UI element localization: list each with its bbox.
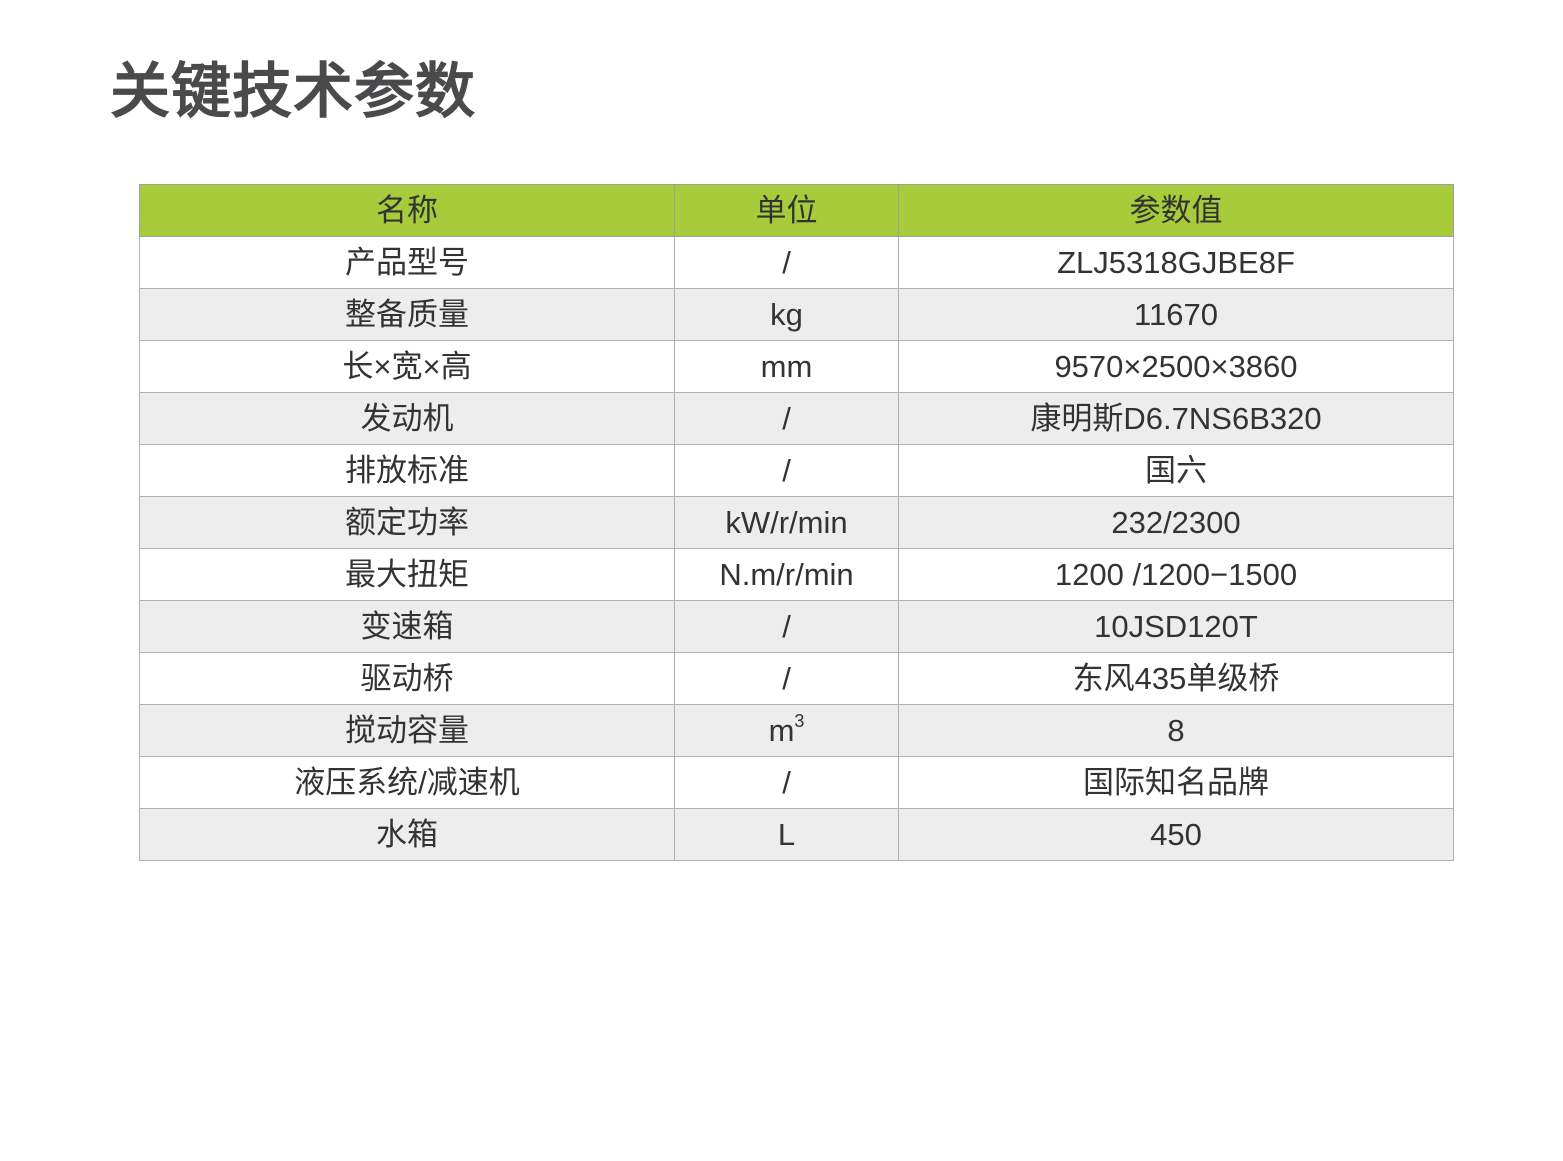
value-text: 10JSD120T [1094, 609, 1258, 644]
cell-unit: m3 [674, 704, 899, 757]
table-row: 最大扭矩 N.m/r/min 1200 /1200−1500 [139, 548, 1454, 601]
cell-unit: L [674, 808, 899, 861]
cell-unit: / [674, 444, 899, 497]
unit-superscript: 3 [794, 711, 805, 731]
name-text: 液压系统/减速机 [294, 765, 520, 800]
unit-text: / [782, 765, 791, 800]
value-text: 232/2300 [1111, 505, 1241, 540]
name-text: 变速箱 [360, 609, 454, 644]
page-title: 关键技术参数 [110, 57, 476, 127]
cell-value: 康明斯D6.7NS6B320 [898, 392, 1454, 445]
cell-value: 11670 [898, 288, 1454, 341]
table-row: 产品型号 / ZLJ5318GJBE8F [139, 236, 1454, 289]
cell-unit: / [674, 652, 899, 705]
cell-value: 232/2300 [898, 496, 1454, 549]
cell-value: 9570×2500×3860 [898, 340, 1454, 393]
table-row: 驱动桥 / 东风435单级桥 [139, 652, 1454, 705]
unit-text: kW/r/min [725, 505, 848, 540]
cell-unit: / [674, 236, 899, 289]
header-unit: 单位 [674, 184, 899, 237]
value-text: 康明斯D6.7NS6B320 [1030, 401, 1322, 436]
name-text: 排放标准 [345, 453, 469, 488]
unit-text: m [768, 713, 795, 748]
cell-name: 长×宽×高 [139, 340, 675, 393]
name-text: 额定功率 [345, 505, 469, 540]
value-text: 1200 /1200−1500 [1054, 557, 1298, 592]
header-value: 参数值 [898, 184, 1454, 237]
name-text: 整备质量 [345, 297, 469, 332]
cell-unit: / [674, 756, 899, 809]
value-text: 11670 [1134, 297, 1218, 332]
table-row: 发动机 / 康明斯D6.7NS6B320 [139, 392, 1454, 445]
cell-name: 发动机 [139, 392, 675, 445]
unit-text: L [777, 817, 796, 852]
cell-name: 水箱 [139, 808, 675, 861]
cell-name: 额定功率 [139, 496, 675, 549]
table-row: 搅动容量 m3 8 [139, 704, 1454, 757]
cell-unit: / [674, 392, 899, 445]
name-text: 长×宽×高 [342, 349, 472, 384]
cell-name: 搅动容量 [139, 704, 675, 757]
name-text: 最大扭矩 [345, 557, 469, 592]
table-row: 液压系统/减速机 / 国际知名品牌 [139, 756, 1454, 809]
value-text: 450 [1150, 817, 1202, 852]
cell-name: 最大扭矩 [139, 548, 675, 601]
cell-value: 8 [898, 704, 1454, 757]
name-text: 产品型号 [345, 245, 469, 280]
name-text: 发动机 [360, 401, 454, 436]
header-name: 名称 [139, 184, 675, 237]
unit-text: N.m/r/min [719, 557, 854, 592]
table-row: 整备质量 kg 11670 [139, 288, 1454, 341]
cell-name: 液压系统/减速机 [139, 756, 675, 809]
unit-text: kg [770, 297, 803, 332]
unit-text: / [782, 661, 791, 696]
cell-value: 1200 /1200−1500 [898, 548, 1454, 601]
cell-unit: kW/r/min [674, 496, 899, 549]
value-text: 东风435单级桥 [1072, 661, 1280, 696]
table-row: 变速箱 / 10JSD120T [139, 600, 1454, 653]
cell-value: ZLJ5318GJBE8F [898, 236, 1454, 289]
unit-text: / [782, 609, 791, 644]
cell-name: 产品型号 [139, 236, 675, 289]
unit-text: / [782, 401, 791, 436]
cell-name: 整备质量 [139, 288, 675, 341]
cell-name: 排放标准 [139, 444, 675, 497]
cell-value: 10JSD120T [898, 600, 1454, 653]
cell-unit: / [674, 600, 899, 653]
cell-value: 国际知名品牌 [898, 756, 1454, 809]
value-text: 8 [1167, 713, 1185, 748]
cell-value: 东风435单级桥 [898, 652, 1454, 705]
cell-unit: kg [674, 288, 899, 341]
value-text: ZLJ5318GJBE8F [1057, 245, 1295, 280]
name-text: 水箱 [376, 817, 438, 852]
table-row: 额定功率 kW/r/min 232/2300 [139, 496, 1454, 549]
name-text: 搅动容量 [345, 713, 469, 748]
unit-text: mm [760, 349, 813, 384]
cell-name: 驱动桥 [139, 652, 675, 705]
name-text: 驱动桥 [360, 661, 454, 696]
unit-text: / [782, 453, 791, 488]
table-row: 水箱 L 450 [139, 808, 1454, 861]
table-row: 排放标准 / 国六 [139, 444, 1454, 497]
value-text: 国际知名品牌 [1083, 765, 1269, 800]
cell-unit: mm [674, 340, 899, 393]
table-header-row: 名称 单位 参数值 [139, 184, 1454, 237]
table-row: 长×宽×高 mm 9570×2500×3860 [139, 340, 1454, 393]
cell-value: 国六 [898, 444, 1454, 497]
spec-table: 名称 单位 参数值 产品型号 / ZLJ5318GJBE8F 整备质量 kg 11670 长… [139, 184, 1454, 861]
unit-text: / [782, 245, 791, 280]
cell-unit: N.m/r/min [674, 548, 899, 601]
cell-value: 450 [898, 808, 1454, 861]
value-text: 9570×2500×3860 [1054, 349, 1298, 384]
cell-name: 变速箱 [139, 600, 675, 653]
value-text: 国六 [1145, 453, 1207, 488]
